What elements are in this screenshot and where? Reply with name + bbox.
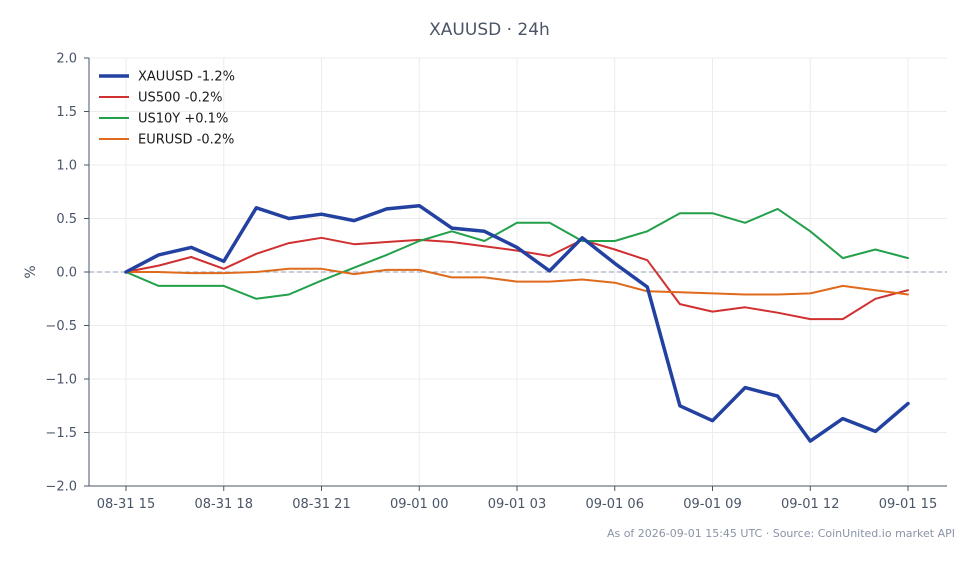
legend: XAUUSD -1.2% US500 -0.2% US10Y +0.1% EURUSD…	[99, 70, 235, 148]
legend-label: US10Y +0.1%	[138, 112, 228, 127]
x-tick-label: 08-31 15	[97, 497, 155, 512]
x-tick-label: 09-01 09	[683, 497, 741, 512]
x-tick-label: 09-01 03	[488, 497, 546, 512]
y-tick-label: 1.5	[56, 105, 77, 120]
x-tick-label: 09-01 12	[781, 497, 839, 512]
y-tick-label: 0.0	[56, 266, 77, 281]
y-tick-label: 2.0	[56, 52, 77, 67]
chart-title: XAUUSD · 24h	[429, 20, 550, 40]
y-tick-label: −1.0	[45, 373, 77, 388]
x-tick-label: 09-01 00	[390, 497, 448, 512]
y-axis-ticks: 2.0 1.5 1.0 0.5 0.0 −0.5 −1.0 −1.5 −2.0	[45, 52, 89, 495]
y-tick-label: −2.0	[45, 480, 77, 495]
y-tick-label: 1.0	[56, 159, 77, 174]
y-tick-label: −0.5	[45, 319, 77, 334]
x-tick-label: 09-01 15	[879, 497, 937, 512]
y-axis-label: %	[23, 265, 39, 278]
legend-label: US500 -0.2%	[138, 91, 222, 106]
series-line-xauusd	[124, 203, 910, 443]
x-tick-label: 09-01 06	[586, 497, 644, 512]
y-tick-label: 0.5	[56, 212, 77, 227]
x-tick-label: 08-31 21	[292, 497, 350, 512]
series-line-us500	[125, 236, 909, 321]
series-lines	[124, 203, 910, 443]
x-tick-label: 08-31 18	[195, 497, 253, 512]
x-axis-ticks: 08-31 15 08-31 18 08-31 21 09-01 00 09-01 03…	[97, 486, 937, 512]
source-footer: As of 2026-09-01 15:45 UTC · Source: Coi…	[606, 527, 955, 540]
legend-label: XAUUSD -1.2%	[138, 70, 235, 85]
series-line-us10y	[125, 207, 909, 300]
y-tick-label: −1.5	[45, 426, 77, 441]
legend-label: EURUSD -0.2%	[138, 133, 234, 148]
series-line-eurusd	[125, 267, 909, 296]
